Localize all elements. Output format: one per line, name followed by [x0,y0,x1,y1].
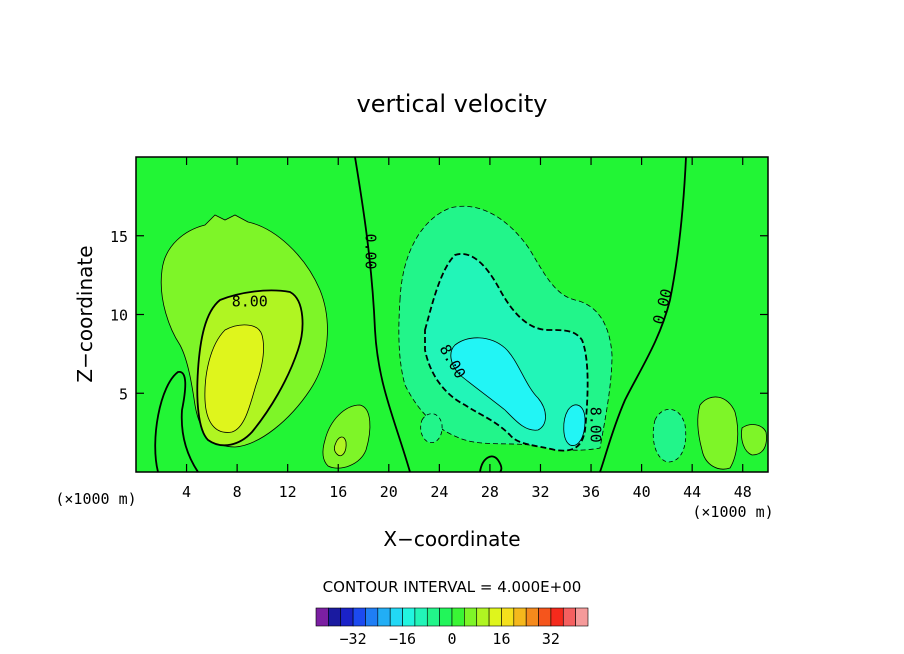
contour-label: 0.00 [361,233,379,269]
colorbar-swatch [513,607,527,627]
colorbar-swatch [365,607,379,627]
colorbar-swatch [315,607,329,627]
x-axis: 4 8 12 16 20 24 28 32 36 40 44 48 [182,157,752,501]
contour-label: 8.00 [586,407,604,443]
colorbar-tick-label: −16 [389,630,416,648]
colorbar-swatch [389,607,403,627]
x-tick-label: 36 [582,483,600,501]
x-tick-label: 12 [279,483,297,501]
x-tick-label: 8 [233,483,242,501]
colorbar-tick-label: −32 [340,630,367,648]
colorbar-swatch [426,607,440,627]
x-unit-right: (×1000 m) [692,503,773,521]
x-tick-label: 4 [182,483,191,501]
y-axis: 5 10 15 [110,228,768,403]
updraft-region-12 [204,324,264,433]
y-tick-label: 15 [110,228,128,246]
colorbar-swatch [340,607,354,627]
plot-area [136,157,768,472]
colorbar-tick-label: 16 [492,630,510,648]
x-tick-label: 32 [531,483,549,501]
surface-cell-2 [334,436,347,457]
y-tick-label: 10 [110,307,128,325]
x-axis-label: X−coordinate [383,527,520,551]
contour-label: 8.00 [232,292,268,310]
x-tick-label: 20 [380,483,398,501]
colorbar-swatch [538,607,552,627]
colorbar-swatch [501,607,515,627]
downdraft-region-12 [450,337,546,431]
chart-title: vertical velocity [357,90,548,118]
contour-interval-text: CONTOUR INTERVAL = 4.000E+00 [323,578,582,596]
colorbar-swatch [352,607,366,627]
x-tick-label: 40 [633,483,651,501]
colorbar-swatch [451,607,465,627]
x-tick-label: 44 [683,483,701,501]
colorbar-swatch [550,607,564,627]
colorbar-swatch [464,607,478,627]
colorbar-swatch [402,607,416,627]
surface-cell-3 [697,396,739,470]
colorbar-swatch [476,607,490,627]
x-unit-left: (×1000 m) [55,490,136,508]
surface-cell-1 [322,404,371,469]
x-tick-label: 48 [734,483,752,501]
colorbar-swatch [488,607,502,627]
x-tick-label: 28 [481,483,499,501]
colorbar: −32 −16 0 16 32 [315,607,589,648]
surface-cell-6 [652,408,687,463]
surface-cell-7 [154,371,199,472]
colorbar-swatch [414,607,428,627]
colorbar-tick-label: 32 [542,630,560,648]
zero-contour-left [354,157,411,472]
zero-contour-right [599,157,687,472]
y-axis-label: Z−coordinate [73,245,97,382]
surface-cell-5 [420,413,443,444]
colorbar-swatch [377,607,391,627]
colorbar-swatch [575,607,589,627]
surface-cell-4 [741,424,767,456]
downdraft-core-small [563,404,586,446]
surface-cell-8 [479,455,503,472]
colorbar-swatch [562,607,576,627]
x-tick-label: 16 [329,483,347,501]
colorbar-swatch [525,607,539,627]
x-tick-label: 24 [430,483,448,501]
colorbar-swatch [439,607,453,627]
colorbar-swatch [328,607,342,627]
colorbar-tick-label: 0 [447,630,456,648]
y-tick-label: 5 [119,385,128,403]
